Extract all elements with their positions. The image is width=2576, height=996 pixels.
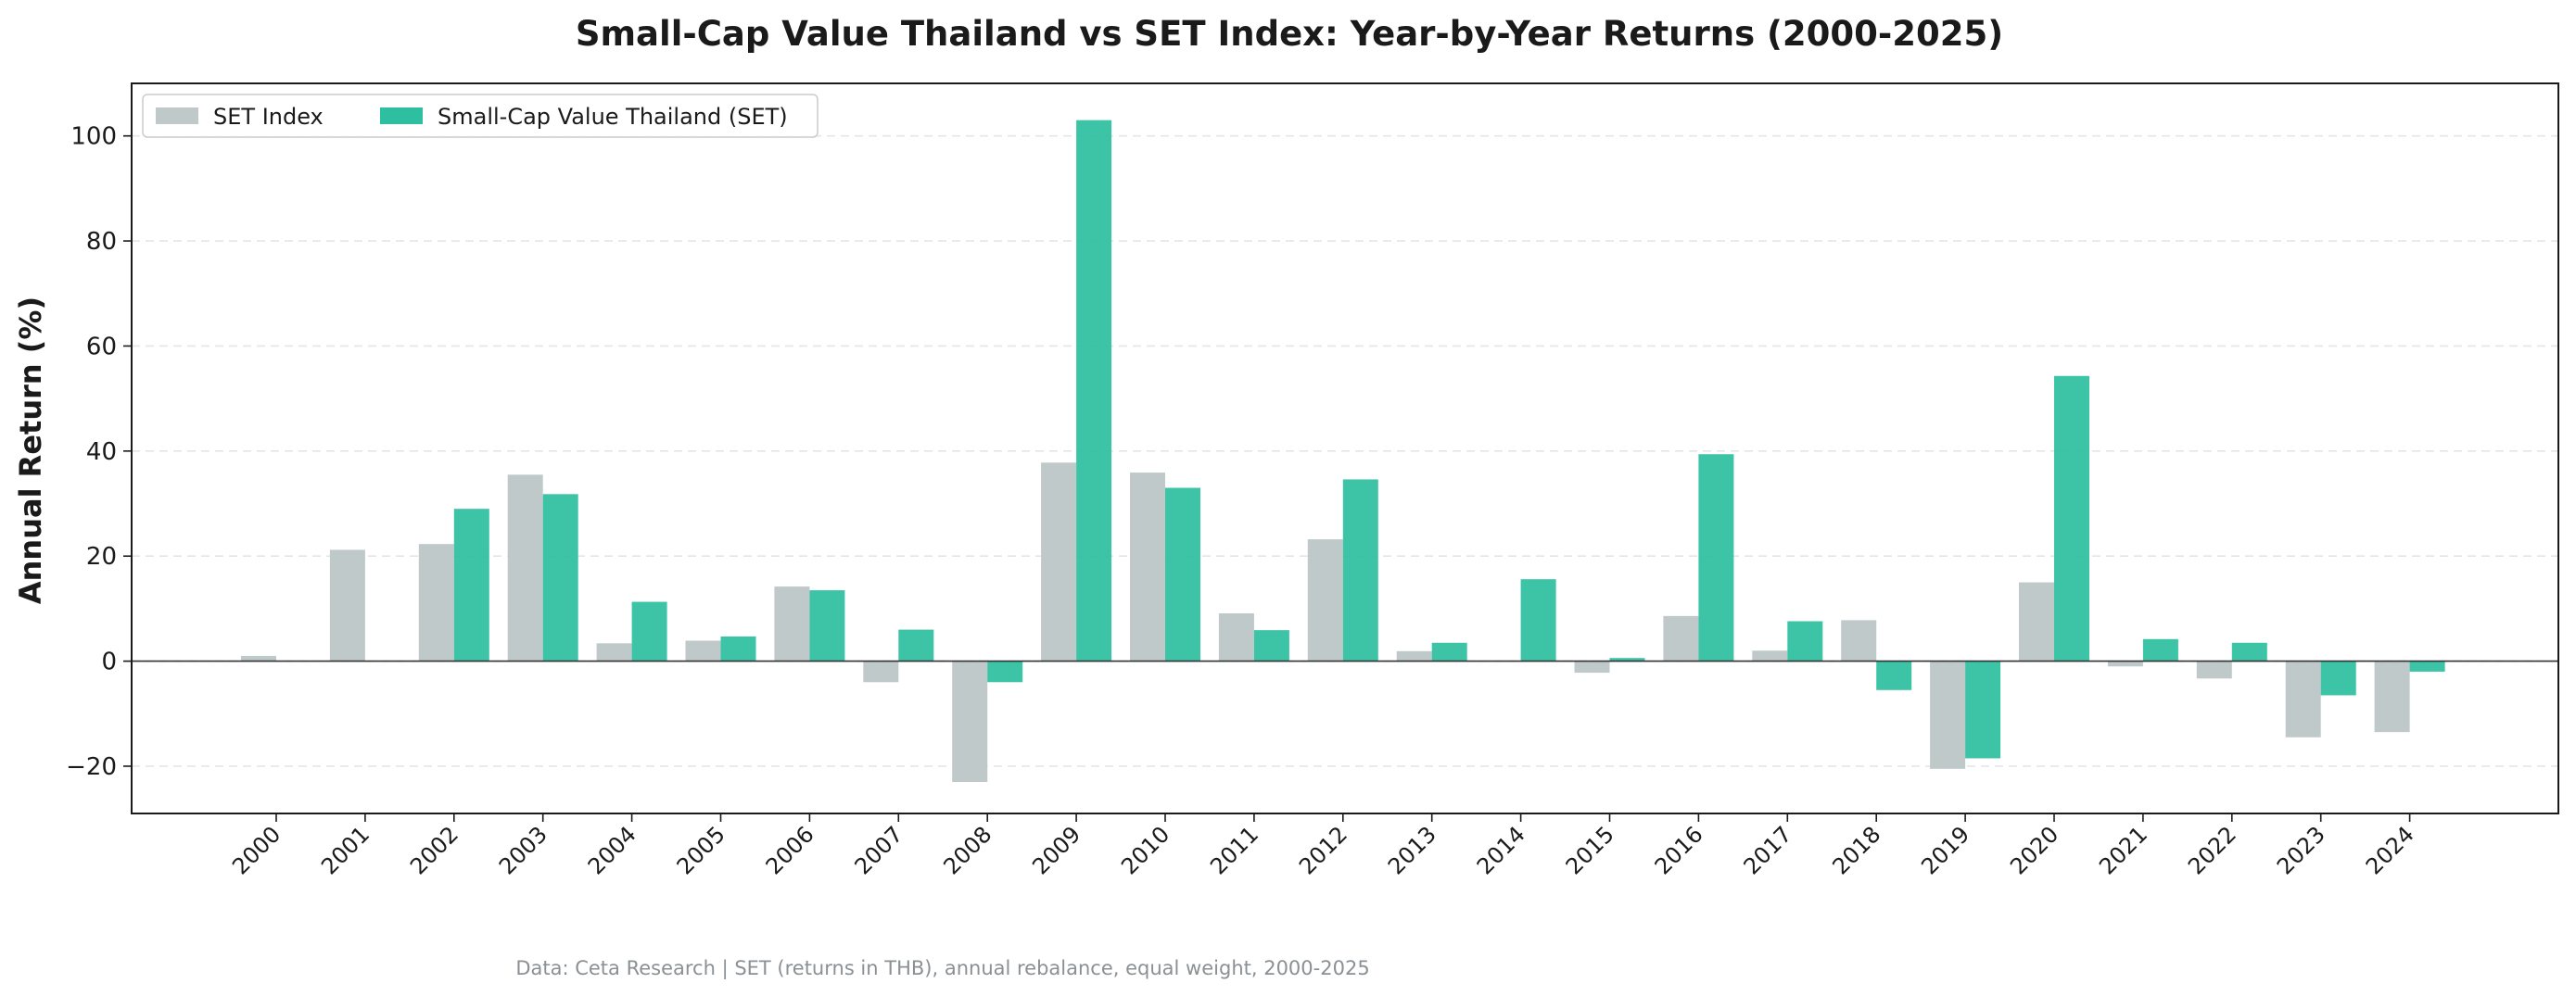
bar-small-cap-value: [1076, 120, 1112, 662]
x-tick-label: 2010: [1116, 821, 1174, 879]
bar-set-index: [2019, 582, 2054, 662]
x-tick-label: 2008: [938, 821, 996, 879]
x-tick-label: 2003: [494, 821, 552, 879]
x-tick-label: 2017: [1739, 821, 1797, 879]
bar-small-cap-value: [1253, 630, 1289, 662]
bar-set-index: [2285, 661, 2321, 738]
bar-small-cap-value: [1342, 479, 1378, 662]
bar-small-cap-value: [453, 509, 489, 662]
y-axis-label: Annual Return (%): [13, 296, 48, 604]
legend-swatch: [380, 107, 423, 124]
bar-small-cap-value: [1431, 642, 1467, 662]
bar-small-cap-value: [2142, 638, 2178, 662]
bar-small-cap-value: [542, 494, 578, 662]
x-tick-label: 2002: [405, 821, 463, 879]
x-tick-label: 2016: [1650, 821, 1708, 879]
bar-set-index: [2196, 661, 2232, 679]
x-tick-label: 2004: [583, 821, 641, 879]
bar-small-cap-value: [1876, 661, 1912, 690]
x-tick-label: 2024: [2361, 821, 2419, 879]
x-tick-label: 2014: [1472, 821, 1530, 879]
x-tick-label: 2005: [672, 821, 730, 879]
bar-set-index: [1574, 661, 1610, 674]
bar-set-index: [1841, 620, 1877, 662]
bar-set-index: [1752, 650, 1788, 662]
bar-set-index: [418, 544, 454, 662]
bar-set-index: [329, 549, 365, 662]
x-tick-label: 2007: [850, 821, 908, 879]
bar-small-cap-value: [987, 661, 1023, 683]
gridlines: [132, 134, 2558, 767]
bar-small-cap-value: [1609, 658, 1645, 662]
y-axis: −20 0 20 40 60 80 100: [66, 123, 132, 781]
legend-swatch: [156, 107, 198, 124]
bar-set-index: [685, 640, 721, 662]
x-tick-label: 2006: [761, 821, 819, 879]
bars: [241, 120, 2445, 782]
x-axis: 2000 2001 2002 2003 2004 2005 2006 2007 2008 2009…: [227, 813, 2419, 879]
bar-small-cap-value: [2409, 661, 2445, 672]
bar-small-cap-value: [809, 590, 845, 662]
x-tick-label: 2011: [1205, 821, 1263, 879]
bar-small-cap-value: [720, 636, 756, 662]
y-tick-label: 100: [70, 123, 117, 151]
bar-set-index: [2374, 661, 2410, 733]
x-tick-label: 2001: [316, 821, 374, 879]
x-tick-label: 2022: [2183, 821, 2241, 879]
bar-set-index: [1663, 615, 1699, 662]
x-tick-label: 2000: [227, 821, 286, 879]
bar-set-index: [1307, 539, 1343, 662]
bar-small-cap-value: [898, 629, 934, 662]
y-tick-label: 60: [86, 333, 117, 360]
bar-set-index: [1218, 613, 1254, 662]
bar-set-index: [863, 661, 899, 683]
x-tick-label: 2015: [1561, 821, 1619, 879]
bar-small-cap-value: [1165, 487, 1200, 662]
bar-small-cap-value: [1965, 661, 2001, 759]
bar-set-index: [1041, 462, 1077, 662]
bar-set-index: [1930, 661, 1966, 769]
bar-small-cap-value: [2054, 375, 2089, 662]
legend-label: Small-Cap Value Thailand (SET): [438, 104, 788, 130]
bar-set-index: [1396, 650, 1432, 662]
bar-set-index: [2107, 661, 2143, 667]
bar-set-index: [952, 661, 988, 782]
bar-set-index: [241, 655, 276, 662]
x-tick-label: 2013: [1383, 821, 1441, 879]
bar-small-cap-value: [2320, 661, 2356, 696]
bar-set-index: [1130, 473, 1165, 662]
y-tick-label: 80: [86, 228, 117, 256]
y-tick-label: −20: [66, 753, 117, 781]
legend-box: [142, 94, 818, 138]
bar-small-cap-value: [1787, 621, 1823, 662]
x-tick-label: 2020: [2005, 821, 2063, 879]
y-tick-label: 40: [86, 438, 117, 466]
x-tick-label: 2012: [1294, 821, 1352, 879]
y-tick-label: 20: [86, 543, 117, 571]
x-tick-label: 2021: [2094, 821, 2152, 879]
bar-small-cap-value: [631, 601, 667, 662]
bar-set-index: [774, 586, 810, 662]
bar-small-cap-value: [1698, 454, 1734, 662]
legend-label: SET Index: [213, 104, 324, 130]
x-tick-label: 2018: [1827, 821, 1885, 879]
plot-frame: [131, 82, 2559, 814]
bar-small-cap-value: [2231, 642, 2267, 662]
source-note: Data: Ceta Research | SET (returns in TH…: [515, 957, 1369, 980]
bar-set-index: [596, 643, 632, 662]
legend: SET Index Small-Cap Value Thailand (SET): [142, 94, 818, 138]
x-tick-label: 2023: [2272, 821, 2330, 879]
bar-small-cap-value: [1520, 579, 1556, 662]
bar-set-index: [507, 474, 543, 662]
x-tick-label: 2019: [1916, 821, 1974, 879]
x-tick-label: 2009: [1027, 821, 1085, 879]
y-tick-label: 0: [101, 649, 117, 676]
chart-title: Small-Cap Value Thailand vs SET Index: Y…: [576, 14, 2003, 54]
